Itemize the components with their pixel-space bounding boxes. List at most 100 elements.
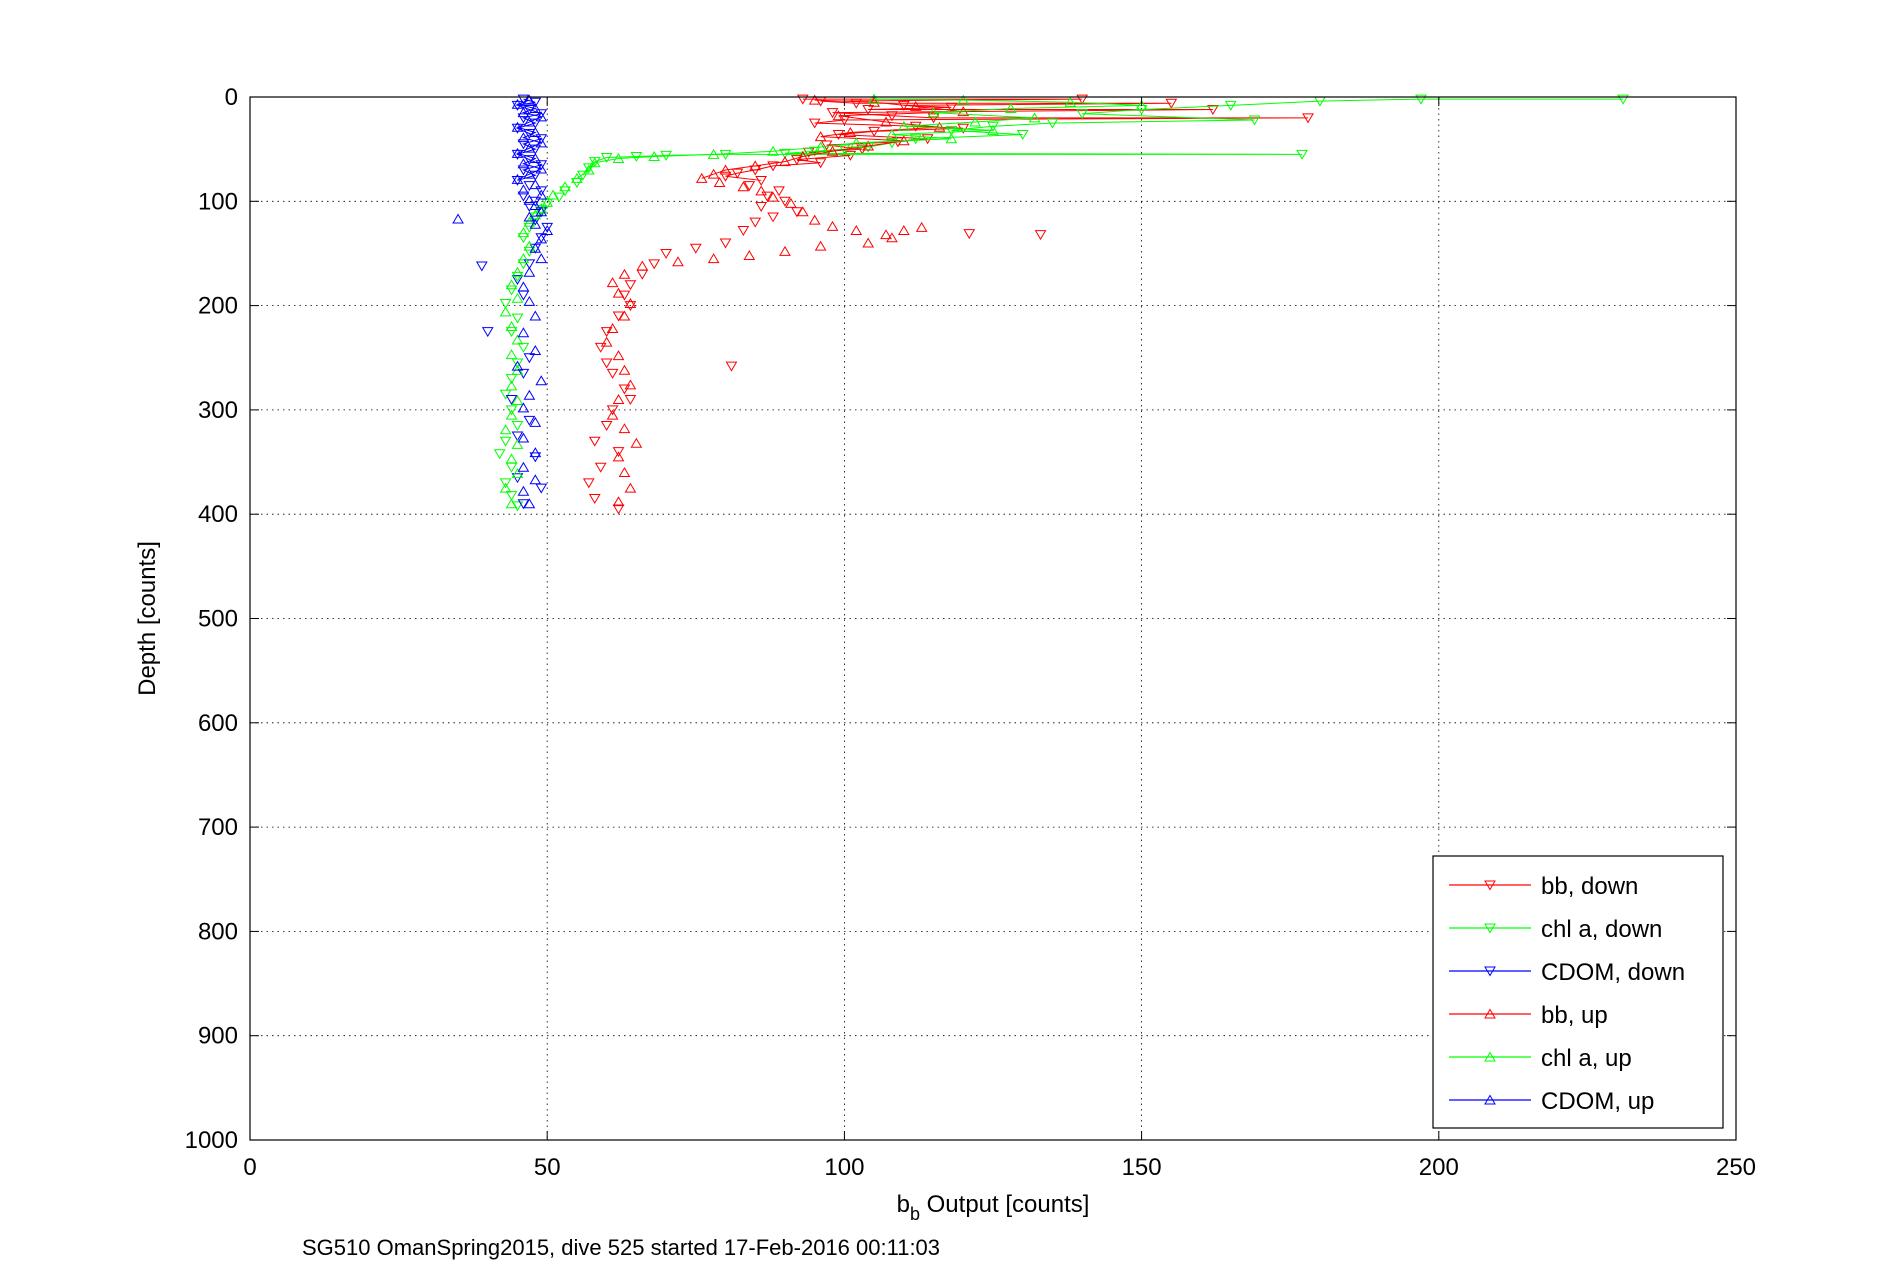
data-point — [749, 217, 762, 228]
data-point — [1046, 118, 1059, 129]
data-point — [707, 253, 720, 264]
data-point — [713, 177, 726, 188]
legend-marker — [1484, 923, 1496, 934]
data-point — [535, 137, 548, 148]
legend-label: bb, up — [1541, 1002, 1608, 1029]
data-point — [535, 109, 548, 120]
data-point — [779, 148, 791, 159]
data-point — [541, 198, 554, 209]
y-tick-label: 500 — [198, 606, 238, 633]
data-point — [523, 295, 536, 306]
data-point — [886, 232, 898, 243]
data-point — [505, 490, 518, 501]
data-point — [511, 395, 524, 406]
data-point — [517, 342, 530, 353]
data-point — [909, 100, 922, 111]
data-point — [1016, 130, 1029, 141]
data-point — [600, 152, 613, 163]
legend-item: chl a, down — [1449, 916, 1662, 943]
data-point — [523, 246, 536, 257]
data-point — [499, 478, 512, 489]
data-point — [897, 225, 910, 236]
data-point — [517, 485, 530, 496]
data-point — [618, 268, 631, 279]
data-point — [1028, 112, 1041, 123]
data-point — [499, 424, 512, 435]
data-point — [517, 259, 530, 270]
x-axis-title-rest: Output [counts] — [920, 1191, 1089, 1218]
data-point — [475, 261, 488, 272]
data-point — [523, 168, 536, 179]
data-point — [541, 222, 554, 233]
data-point — [499, 389, 512, 400]
data-point — [606, 409, 619, 420]
data-point — [719, 238, 732, 249]
data-point — [517, 158, 530, 169]
data-point — [1004, 102, 1017, 113]
data-point — [761, 191, 774, 202]
data-point — [672, 256, 684, 267]
data-point — [624, 298, 637, 309]
y-tick-label: 1000 — [185, 1127, 238, 1154]
data-point — [624, 394, 637, 405]
data-point — [767, 212, 779, 223]
data-point — [582, 478, 595, 489]
data-point — [719, 171, 732, 182]
data-point — [796, 206, 809, 217]
data-point — [636, 260, 649, 271]
data-point — [737, 181, 750, 192]
data-point — [814, 131, 827, 142]
data-point — [529, 447, 542, 458]
legend-marker — [1484, 1094, 1496, 1105]
data-point — [517, 402, 530, 413]
data-point — [535, 186, 548, 197]
data-point — [880, 116, 892, 127]
data-point — [535, 203, 548, 214]
legend-item: bb, down — [1449, 873, 1638, 900]
series-line — [576, 98, 1142, 179]
data-point — [511, 431, 524, 442]
x-axis-title: bb Output [counts] — [897, 1191, 1090, 1224]
data-point — [517, 132, 530, 143]
y-tick-label: 900 — [198, 1023, 238, 1050]
data-point — [725, 361, 738, 372]
data-point — [796, 94, 809, 105]
data-point — [523, 259, 536, 270]
data-point — [523, 353, 536, 364]
data-point — [648, 259, 661, 270]
data-point — [559, 181, 571, 192]
data-point — [987, 124, 999, 135]
data-point — [523, 116, 536, 127]
data-point — [600, 327, 613, 338]
data-point — [1064, 96, 1077, 107]
y-tick-label: 100 — [198, 188, 238, 215]
data-point — [529, 102, 542, 113]
data-point — [850, 98, 863, 109]
data-point — [523, 211, 536, 222]
data-point — [755, 202, 768, 213]
data-point — [808, 118, 821, 129]
data-point — [1034, 230, 1047, 241]
x-tick-label: 0 — [243, 1154, 256, 1181]
data-point — [529, 199, 542, 210]
data-point — [862, 105, 875, 116]
x-tick-label: 150 — [1122, 1154, 1162, 1181]
data-point — [523, 94, 536, 105]
data-point — [612, 393, 625, 404]
data-point — [452, 213, 464, 224]
data-point — [779, 156, 791, 167]
data-point — [1076, 94, 1089, 105]
data-point — [832, 110, 845, 121]
data-point — [505, 453, 518, 464]
data-point — [820, 140, 833, 151]
legend-item: bb, up — [1449, 1002, 1608, 1029]
data-point — [624, 482, 637, 493]
legend-item: chl a, up — [1449, 1045, 1632, 1072]
data-point — [505, 349, 518, 360]
data-point — [612, 153, 625, 164]
legend-label: chl a, down — [1541, 916, 1662, 943]
data-point — [963, 229, 976, 240]
data-point — [535, 163, 548, 174]
data-point — [535, 483, 548, 494]
data-point — [505, 374, 518, 385]
